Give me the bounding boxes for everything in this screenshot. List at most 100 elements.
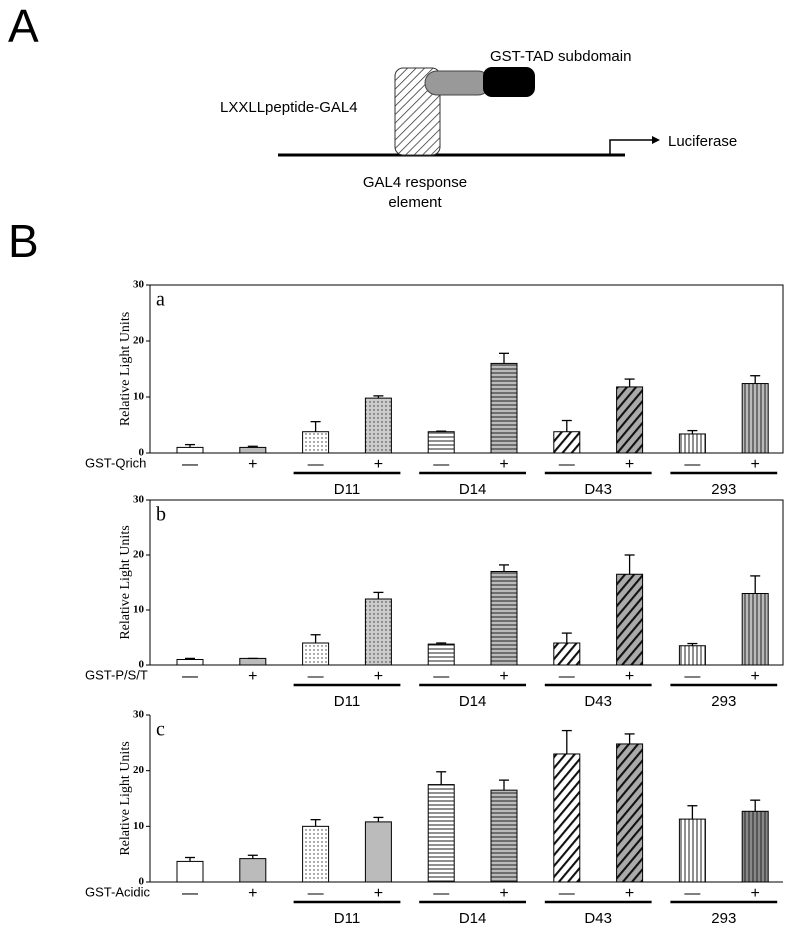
bar <box>427 643 455 666</box>
diagram-label: GAL4 response <box>363 174 467 191</box>
bar <box>364 821 392 883</box>
y-tick-label: 30 <box>133 494 145 506</box>
row-label: GST-P/S/T <box>85 667 148 682</box>
group-label: D11 <box>334 693 360 710</box>
bar <box>364 598 392 666</box>
x-tick-label: — <box>308 885 324 902</box>
group-label: D14 <box>459 910 487 927</box>
bar <box>553 642 581 666</box>
x-tick-label: + <box>751 668 760 685</box>
row-label: GST-Qrich <box>85 455 146 470</box>
group-label: D11 <box>334 910 360 927</box>
y-axis-label: Relative Light Units <box>118 525 133 639</box>
diagram-label: Luciferase <box>668 133 737 150</box>
x-tick-label: — <box>684 668 700 685</box>
x-tick-label: + <box>625 456 634 473</box>
bar <box>176 446 204 454</box>
y-tick-label: 20 <box>133 549 145 561</box>
x-tick-label: + <box>374 456 383 473</box>
bar <box>302 431 330 454</box>
panel-letter: b <box>156 504 166 526</box>
diagram-label: GST-TAD subdomain <box>490 48 631 65</box>
x-tick-label: — <box>559 668 575 685</box>
y-tick-label: 30 <box>133 709 145 721</box>
group-label: D11 <box>334 481 360 498</box>
group-label: D43 <box>584 481 612 498</box>
x-tick-label: — <box>182 885 198 902</box>
bar <box>616 573 644 666</box>
x-tick-label: + <box>248 456 257 473</box>
bar <box>176 659 204 666</box>
y-axis-label: Relative Light Units <box>118 741 133 855</box>
bar <box>553 753 581 883</box>
group-label: D14 <box>459 481 487 498</box>
bar <box>616 743 644 883</box>
x-tick-label: + <box>374 885 383 902</box>
bar <box>364 397 392 454</box>
x-tick-label: + <box>248 668 257 685</box>
arrow-head <box>652 136 660 144</box>
bar <box>239 657 267 666</box>
diagram-label: LXXLLpeptide-GAL4 <box>220 99 358 116</box>
bar <box>678 433 706 454</box>
x-tick-label: + <box>499 456 508 473</box>
promoter-arrow <box>609 139 652 155</box>
x-tick-label: — <box>182 456 198 473</box>
x-tick-label: + <box>751 885 760 902</box>
x-tick-label: + <box>751 456 760 473</box>
group-label: D14 <box>459 693 487 710</box>
plot-frame <box>149 499 784 666</box>
y-tick-label: 0 <box>139 876 145 888</box>
row-label: GST-Acidic <box>85 884 151 899</box>
peptide-capsule <box>424 70 491 96</box>
x-tick-label: — <box>433 668 449 685</box>
bar <box>239 858 267 883</box>
y-tick-label: 30 <box>133 279 145 291</box>
bar <box>239 446 267 454</box>
group-label: 293 <box>711 481 736 498</box>
y-tick-label: 0 <box>139 447 145 459</box>
bar <box>741 593 769 666</box>
y-tick-label: 10 <box>133 391 145 403</box>
y-tick-label: 20 <box>133 764 145 776</box>
bar <box>302 825 330 883</box>
bar <box>427 431 455 454</box>
x-tick-label: + <box>499 885 508 902</box>
diagram-label: element <box>388 194 442 211</box>
group-label: D43 <box>584 693 612 710</box>
x-tick-label: + <box>499 668 508 685</box>
y-tick-label: 0 <box>139 659 145 671</box>
bar <box>490 789 518 883</box>
x-tick-label: + <box>374 668 383 685</box>
group-label: 293 <box>711 910 736 927</box>
x-tick-label: — <box>433 456 449 473</box>
bar <box>678 818 706 883</box>
x-tick-label: — <box>308 668 324 685</box>
x-tick-label: + <box>625 885 634 902</box>
bar <box>741 383 769 454</box>
bar <box>553 431 581 454</box>
x-tick-label: — <box>559 456 575 473</box>
bar <box>490 362 518 454</box>
x-tick-label: + <box>248 885 257 902</box>
bar <box>616 386 644 454</box>
x-tick-label: — <box>308 456 324 473</box>
tad-block <box>483 67 535 97</box>
bar <box>427 784 455 883</box>
x-tick-label: — <box>684 885 700 902</box>
bar <box>741 810 769 883</box>
x-tick-label: — <box>559 885 575 902</box>
group-label: D43 <box>584 910 612 927</box>
x-tick-label: — <box>182 668 198 685</box>
x-tick-label: — <box>433 885 449 902</box>
bar <box>490 571 518 666</box>
panel-label: B <box>8 215 39 267</box>
y-tick-label: 10 <box>133 820 145 832</box>
bar <box>302 642 330 666</box>
x-tick-label: — <box>684 456 700 473</box>
panel-label: A <box>8 0 39 52</box>
panel-letter: c <box>156 719 165 741</box>
panel-letter: a <box>156 289 165 311</box>
plot-frame <box>149 284 784 454</box>
